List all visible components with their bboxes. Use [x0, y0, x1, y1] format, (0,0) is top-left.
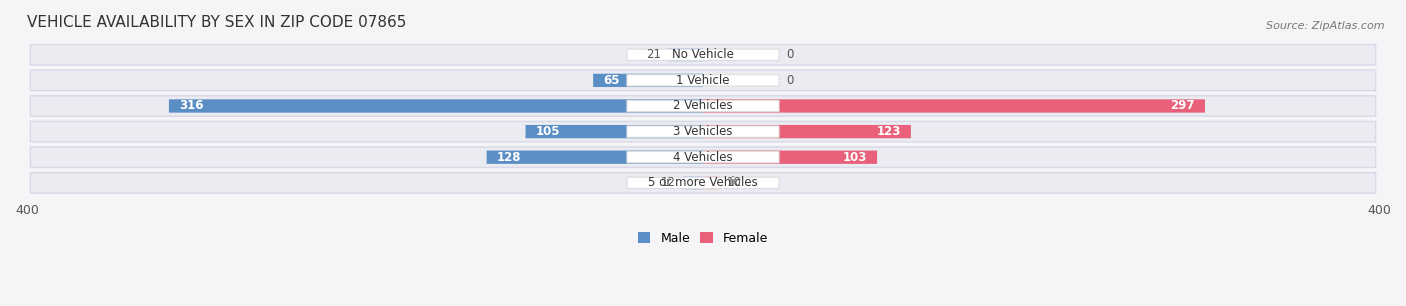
- FancyBboxPatch shape: [593, 74, 703, 87]
- Legend: Male, Female: Male, Female: [633, 227, 773, 250]
- FancyBboxPatch shape: [31, 121, 1375, 142]
- Text: 10: 10: [727, 176, 741, 189]
- FancyBboxPatch shape: [31, 96, 1375, 116]
- Text: 3 Vehicles: 3 Vehicles: [673, 125, 733, 138]
- FancyBboxPatch shape: [627, 177, 779, 188]
- Text: VEHICLE AVAILABILITY BY SEX IN ZIP CODE 07865: VEHICLE AVAILABILITY BY SEX IN ZIP CODE …: [27, 15, 406, 30]
- Text: 103: 103: [842, 151, 868, 164]
- Text: 5 or more Vehicles: 5 or more Vehicles: [648, 176, 758, 189]
- FancyBboxPatch shape: [627, 75, 779, 86]
- FancyBboxPatch shape: [703, 151, 877, 164]
- Text: 21: 21: [645, 48, 661, 61]
- Text: 105: 105: [536, 125, 560, 138]
- FancyBboxPatch shape: [31, 70, 1375, 91]
- Text: 4 Vehicles: 4 Vehicles: [673, 151, 733, 164]
- FancyBboxPatch shape: [703, 176, 720, 189]
- Text: 128: 128: [496, 151, 522, 164]
- Text: 0: 0: [786, 74, 793, 87]
- FancyBboxPatch shape: [31, 173, 1375, 193]
- Text: 12: 12: [661, 176, 676, 189]
- Text: 297: 297: [1170, 99, 1195, 113]
- FancyBboxPatch shape: [526, 125, 703, 138]
- FancyBboxPatch shape: [627, 126, 779, 137]
- FancyBboxPatch shape: [627, 151, 779, 163]
- FancyBboxPatch shape: [627, 49, 779, 60]
- FancyBboxPatch shape: [627, 100, 779, 112]
- FancyBboxPatch shape: [169, 99, 703, 113]
- Text: 2 Vehicles: 2 Vehicles: [673, 99, 733, 113]
- FancyBboxPatch shape: [668, 48, 703, 62]
- FancyBboxPatch shape: [31, 44, 1375, 65]
- Text: No Vehicle: No Vehicle: [672, 48, 734, 61]
- FancyBboxPatch shape: [683, 176, 703, 189]
- FancyBboxPatch shape: [31, 147, 1375, 167]
- Text: 0: 0: [786, 48, 793, 61]
- FancyBboxPatch shape: [486, 151, 703, 164]
- Text: 123: 123: [876, 125, 901, 138]
- Text: 65: 65: [603, 74, 620, 87]
- Text: Source: ZipAtlas.com: Source: ZipAtlas.com: [1267, 21, 1385, 32]
- FancyBboxPatch shape: [703, 99, 1205, 113]
- Text: 316: 316: [179, 99, 204, 113]
- FancyBboxPatch shape: [703, 125, 911, 138]
- Text: 1 Vehicle: 1 Vehicle: [676, 74, 730, 87]
